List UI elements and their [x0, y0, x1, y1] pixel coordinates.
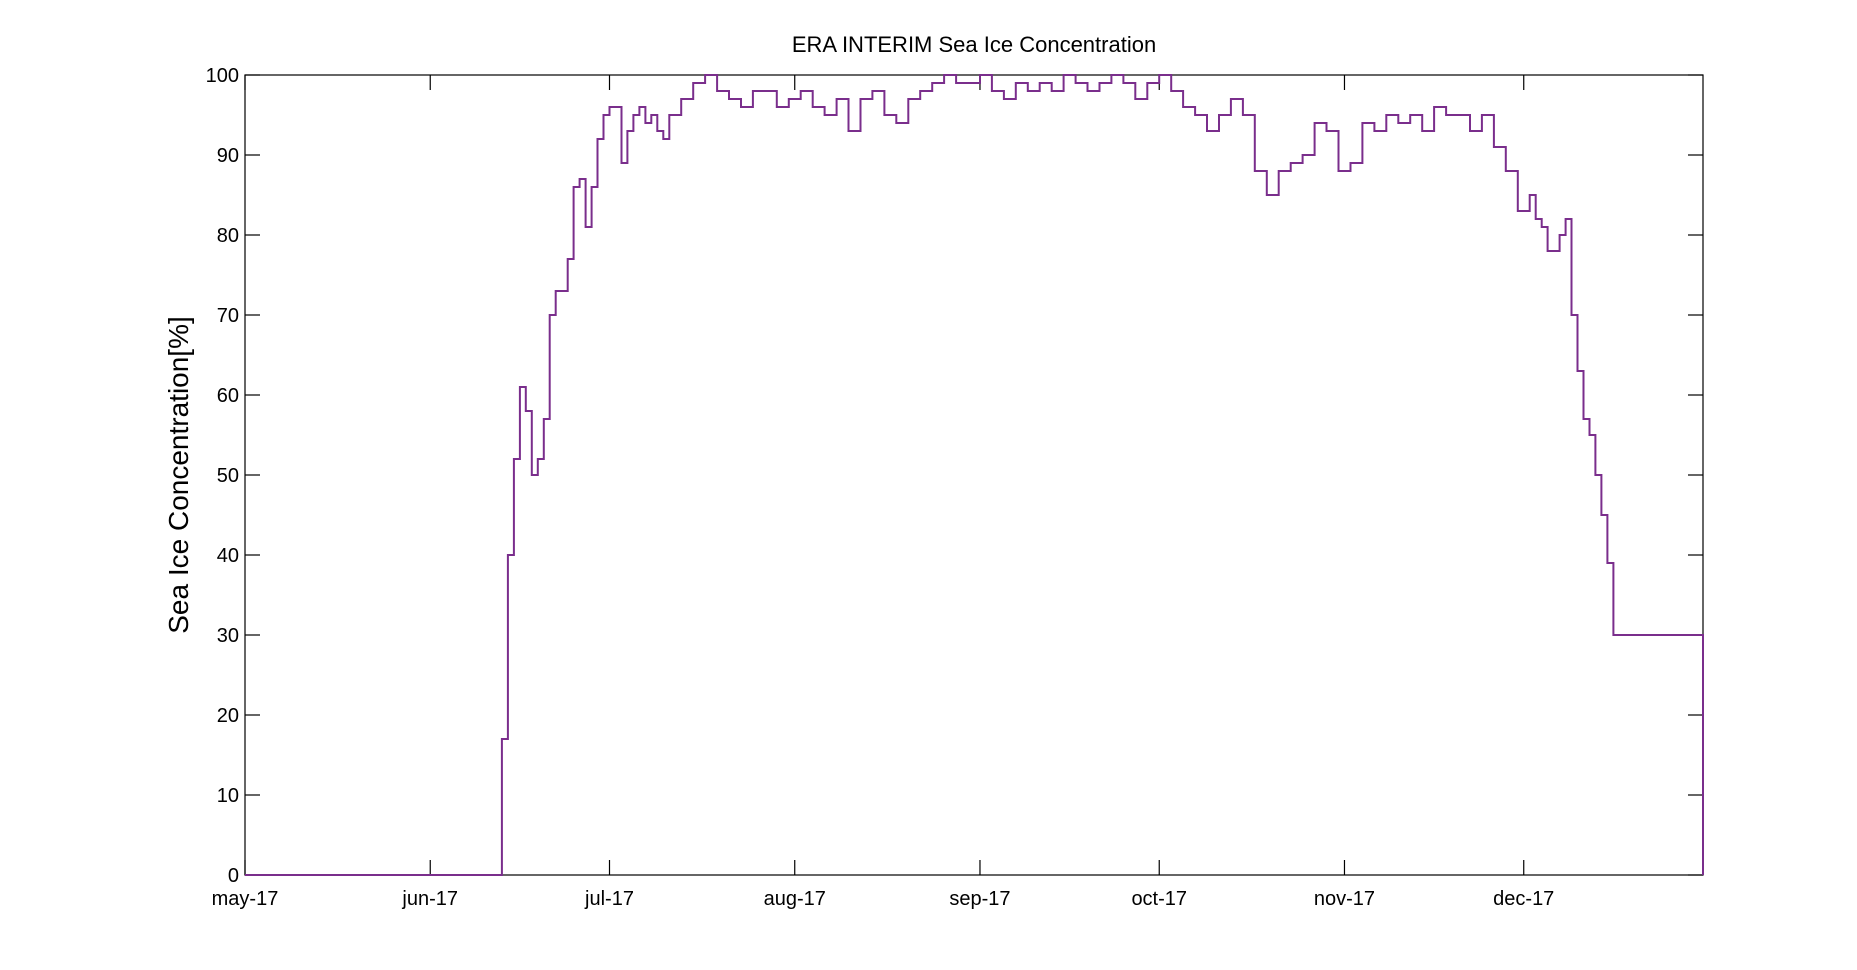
y-tick-label: 40 [217, 545, 239, 567]
chart-title: ERA INTERIM Sea Ice Concentration [792, 32, 1156, 57]
x-tick-label: sep-17 [949, 888, 1010, 910]
y-tick-label: 70 [217, 305, 239, 327]
y-tick-label: 60 [217, 385, 239, 407]
x-tick-label: may-17 [212, 888, 279, 910]
y-tick-label: 90 [217, 145, 239, 167]
x-tick-label: aug-17 [764, 888, 826, 910]
x-tick-label: nov-17 [1314, 888, 1375, 910]
y-axis-ticks: 0 10 20 30 40 50 60 70 80 90 100 [206, 65, 1703, 887]
x-tick-label: jun-17 [401, 888, 458, 910]
y-tick-label: 50 [217, 465, 239, 487]
y-tick-label: 100 [206, 65, 239, 87]
x-tick-label: oct-17 [1131, 888, 1187, 910]
y-tick-label: 10 [217, 785, 239, 807]
y-tick-label: 80 [217, 225, 239, 247]
y-axis-label: Sea Ice Concentration[%] [163, 316, 194, 634]
series-line-sea-ice [245, 74, 1704, 876]
x-tick-label: jul-17 [584, 888, 634, 910]
y-tick-label: 0 [228, 865, 239, 887]
x-tick-label: dec-17 [1493, 888, 1554, 910]
plot-area-frame [244, 74, 1704, 876]
x-axis-ticks: may-17 jun-17 jul-17 aug-17 sep-17 oct-17 nov-… [212, 75, 1554, 910]
y-tick-label: 30 [217, 625, 239, 647]
y-tick-label: 20 [217, 705, 239, 727]
